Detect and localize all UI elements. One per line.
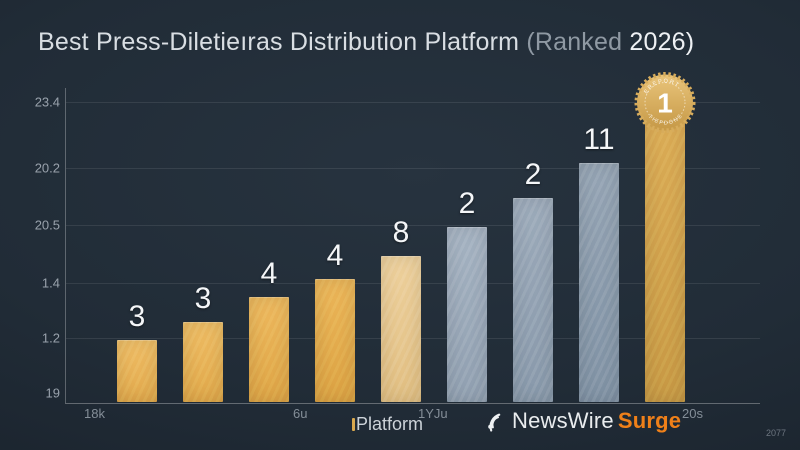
chart-title-year: 2026) [622,28,695,56]
bar-value-label: 3 [194,282,212,315]
bar [183,322,223,402]
gridline [66,168,760,169]
bar-value-label: 8 [392,216,410,249]
y-tick-label: 20.2 [34,160,60,176]
bar-value-label: 2 [524,158,542,191]
bar [513,198,553,402]
y-axis-line [65,88,66,403]
y-tick-label: 19 [45,385,60,401]
bar [645,118,685,402]
rank-badge-number: 1 [657,88,673,119]
x-axis-line [65,403,760,404]
x-tick-label: 20s [682,406,703,421]
bar-value-label: 2 [458,187,476,220]
brand-name-surge: Surge [617,408,682,433]
chart-title-ranked: (Ranked [526,28,623,56]
bar-value-label: 11 [583,123,615,156]
y-tick-label: 20.5 [34,217,60,233]
bar [381,256,421,402]
bar [117,340,157,402]
y-tick-label: 23.4 [34,94,60,110]
bar-value-label: 4 [326,239,344,272]
bar-value-label: 3 [128,300,146,333]
bar-value-label: 4 [260,257,278,290]
gridline [66,102,760,103]
bar [447,227,487,402]
rss-broadcast-icon [488,413,501,432]
x-tick-label: 1YJu [418,406,448,421]
rank-badge: EREPORT TIEPDONE 1 [631,69,699,142]
y-tick-label: 1.4 [41,275,60,291]
brand-name-newswire: NewsWire [512,408,614,433]
x-axis-title-label: Platform [356,414,424,434]
bar [579,163,619,402]
gold-tick-mark [352,418,355,431]
x-axis-title: Platform [352,414,423,435]
gridline [66,225,760,226]
brand-logo: NewsWire Surge [484,408,681,434]
corner-number: 2077 [766,428,787,438]
chart-title: Best Press-Diletieıras Distribution Plat… [38,28,694,57]
bar [315,279,355,402]
x-tick-label: 6u [293,406,308,421]
y-tick-label: 1.2 [41,330,60,346]
x-tick-label: 18k [84,406,105,421]
bar [249,297,289,402]
chart-title-main: Best Press-Diletieıras Distribution Plat… [38,28,527,56]
